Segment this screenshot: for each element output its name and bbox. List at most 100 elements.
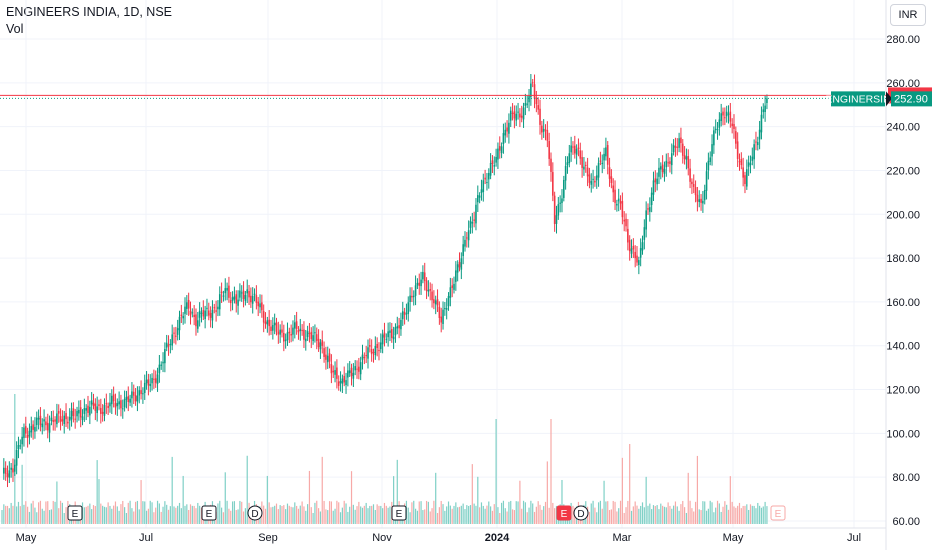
- candle-body: [292, 327, 294, 335]
- volume-bar: [429, 511, 431, 524]
- volume-bar: [349, 506, 351, 524]
- y-tick-label: 260.00: [886, 78, 920, 90]
- candle-body: [306, 331, 309, 338]
- candle-body: [531, 82, 534, 84]
- volume-bar: [387, 507, 389, 524]
- candle-body: [746, 169, 748, 187]
- candle-body: [206, 307, 208, 309]
- candle-body: [138, 390, 141, 396]
- earnings-marker[interactable]: E: [201, 505, 217, 521]
- x-tick-label: Nov: [372, 532, 392, 544]
- volume-bar: [764, 501, 766, 524]
- volume-bar: [25, 501, 27, 524]
- volume-bar: [321, 456, 323, 524]
- candle-body: [487, 173, 490, 180]
- volume-bar: [92, 505, 95, 524]
- volume-bar: [100, 503, 102, 524]
- candle-body: [158, 364, 161, 374]
- candle-body: [394, 327, 397, 336]
- volume-bar: [711, 502, 713, 524]
- volume-bar: [301, 501, 303, 524]
- candle-body: [34, 426, 36, 432]
- candle-body: [716, 129, 719, 131]
- candle-body: [524, 103, 527, 106]
- candle-body: [656, 178, 658, 185]
- volume-bar: [120, 504, 122, 524]
- candle-body: [215, 310, 217, 312]
- candle-body: [171, 334, 173, 346]
- dividend-marker[interactable]: D: [247, 505, 263, 521]
- candle-body: [594, 180, 596, 183]
- volume-bar: [473, 503, 475, 524]
- candle-body: [341, 378, 344, 384]
- volume-bar: [43, 510, 45, 524]
- earnings-marker[interactable]: E: [770, 505, 786, 521]
- candle-body: [707, 160, 710, 171]
- volume-bar: [8, 508, 10, 524]
- volume-bar: [164, 501, 166, 524]
- candle-body: [132, 391, 135, 396]
- candle-body: [383, 332, 386, 338]
- dividend-marker[interactable]: D: [573, 505, 589, 521]
- volume-bar: [594, 507, 596, 524]
- volume-bar: [365, 502, 367, 524]
- earnings-marker[interactable]: E: [556, 505, 572, 521]
- volume-bar: [118, 510, 120, 524]
- volume-bar: [378, 505, 380, 524]
- candle-body: [590, 181, 593, 185]
- x-tick-label: 2024: [485, 532, 510, 544]
- candle-body: [202, 310, 205, 317]
- candle-body: [162, 361, 164, 364]
- volume-bar: [6, 505, 9, 524]
- volume-bar: [673, 505, 675, 524]
- candle-body: [500, 146, 503, 154]
- volume-bar: [325, 509, 327, 524]
- candle-body: [237, 299, 239, 306]
- volume-bar: [233, 501, 236, 524]
- candle-body: [427, 289, 430, 292]
- volume-bar: [385, 505, 387, 524]
- x-tick-label: May: [723, 532, 744, 544]
- volume-bar: [455, 502, 457, 524]
- volume-bar: [50, 509, 53, 524]
- candle-body: [359, 362, 362, 375]
- volume-bar: [221, 507, 223, 524]
- candle-body: [354, 366, 356, 371]
- candle-body: [475, 204, 477, 224]
- candle-body: [369, 345, 371, 347]
- volume-bar: [285, 509, 287, 524]
- volume-bar: [182, 475, 184, 524]
- earnings-marker[interactable]: E: [67, 505, 83, 521]
- candle-body: [725, 111, 728, 117]
- volume-bar: [327, 510, 329, 524]
- candle-body: [559, 202, 561, 204]
- candle-body: [76, 410, 78, 417]
- volume-bar: [535, 506, 537, 524]
- currency-button[interactable]: INR: [890, 4, 926, 26]
- volume-bar: [336, 500, 338, 524]
- candle-body: [189, 310, 192, 315]
- candle-body: [412, 295, 415, 298]
- earnings-marker[interactable]: E: [391, 505, 407, 521]
- candle-body: [403, 311, 406, 315]
- volume-bar: [283, 505, 285, 524]
- candle-body: [411, 295, 413, 298]
- candle-body: [434, 300, 437, 305]
- candle-body: [156, 374, 159, 384]
- volume-bar: [155, 507, 157, 524]
- volume-bar: [303, 506, 305, 524]
- volume-bar: [751, 505, 753, 524]
- volume-bar: [144, 501, 146, 524]
- volume-bar: [532, 503, 534, 524]
- volume-bar: [707, 508, 709, 524]
- candle-body: [310, 331, 313, 340]
- candle-body: [72, 408, 75, 417]
- candle-body: [548, 141, 550, 159]
- volume-bar: [189, 504, 192, 524]
- volume-bar: [468, 505, 470, 524]
- candle-body: [608, 167, 611, 179]
- candle-body: [198, 310, 201, 318]
- y-tick-label: 200.00: [886, 209, 920, 221]
- candle-body: [735, 131, 737, 144]
